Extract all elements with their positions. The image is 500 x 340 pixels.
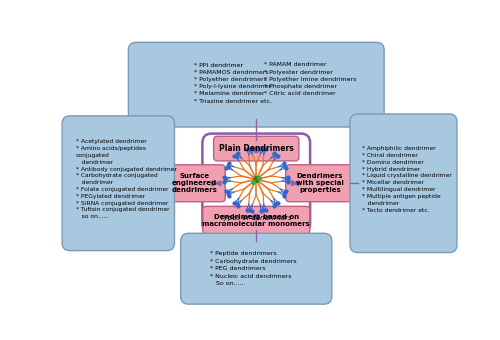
Text: * PPI dendrimer
* PAMAMOS dendrimers
* Polyether dendrimers
* Poly-l-lysine dend: * PPI dendrimer * PAMAMOS dendrimers * P… [194,63,272,104]
FancyBboxPatch shape [202,134,310,233]
Text: * Amphiphilic dendrimer
* Chiral dendrimer
* Domino dendrimer
* Hybrid dendrimer: * Amphiphilic dendrimer * Chiral dendrim… [362,146,452,212]
FancyBboxPatch shape [214,136,299,161]
FancyBboxPatch shape [203,206,310,234]
FancyBboxPatch shape [286,165,354,202]
Text: Dendrimers based on
macromolecular monomers: Dendrimers based on macromolecular monom… [202,214,310,227]
Text: Types of dendrimers: Types of dendrimers [220,215,292,221]
Text: * Acetylated dendrimer
* Amino acids/peptides
conjugated
   dendrimer
* Antibody: * Acetylated dendrimer * Amino acids/pep… [76,139,176,219]
FancyBboxPatch shape [180,233,332,304]
Text: Dendrimers
with special
properties: Dendrimers with special properties [296,173,344,193]
FancyBboxPatch shape [163,165,225,202]
FancyBboxPatch shape [62,116,174,251]
Text: Surface
engineered
dendrimers: Surface engineered dendrimers [172,173,217,193]
Text: Plain Dendrimers: Plain Dendrimers [219,144,294,153]
FancyBboxPatch shape [350,114,457,253]
FancyBboxPatch shape [128,42,384,127]
Text: * PAMAM dendrimer
* Polyester dendrimer
* Polyether imine dendrimers
* Phosphate: * PAMAM dendrimer * Polyester dendrimer … [264,63,356,96]
Text: * Peptide dendrimers
* Carbohydrate dendrimers
* PEG dendrimers
* Nucleic acid d: * Peptide dendrimers * Carbohydrate dend… [210,251,296,286]
